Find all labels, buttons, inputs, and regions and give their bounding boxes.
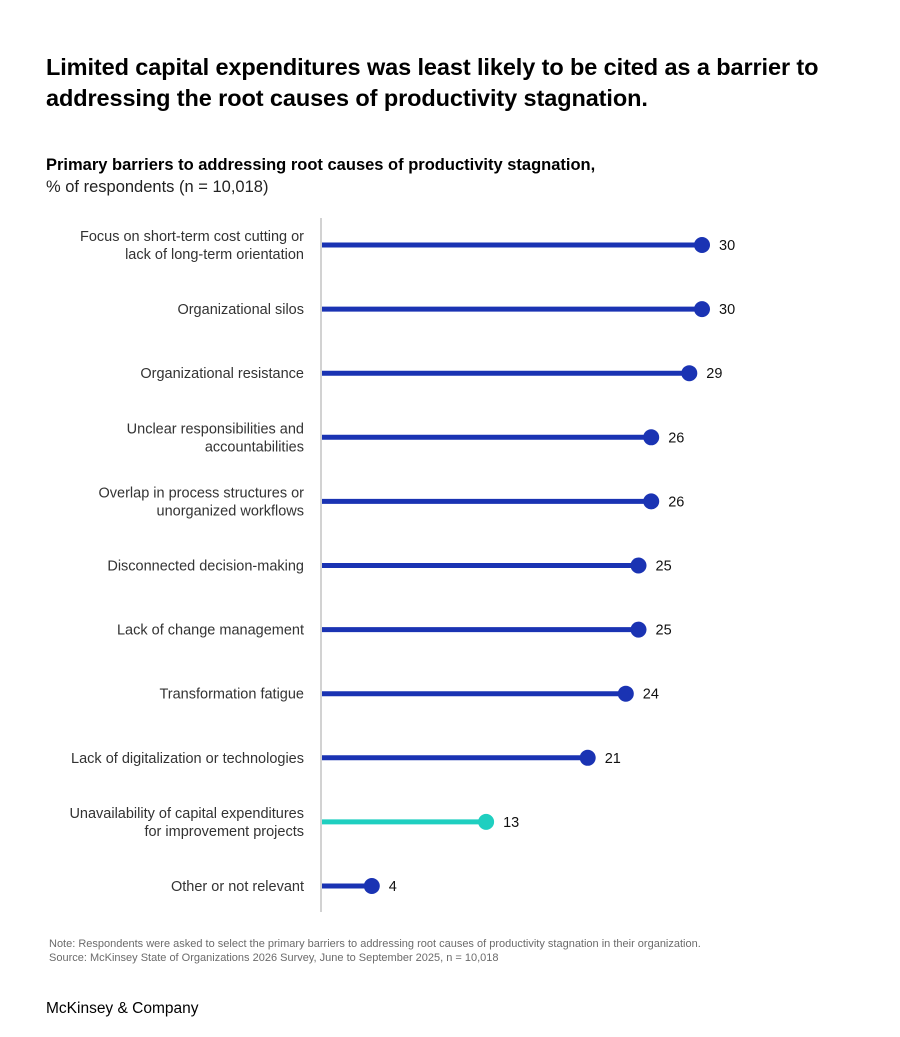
category-label-line: Overlap in process structures or <box>99 485 305 501</box>
category-label-line: Unclear responsibilities and <box>127 421 304 437</box>
value-label: 21 <box>605 751 621 767</box>
chart-headline: Limited capital expenditures was least l… <box>46 54 819 111</box>
value-label: 13 <box>503 815 519 831</box>
chart-row: Disconnected decision-making 25 <box>107 557 672 575</box>
category-label-line: Organizational resistance <box>140 366 304 382</box>
chart-row: Lack of change management 25 <box>117 621 672 639</box>
value-label: 29 <box>706 366 722 382</box>
chart-row: Transformation fatigue 24 <box>159 685 659 703</box>
chart-row: Organizational resistance 29 <box>140 365 722 382</box>
category-label: Transformation fatigue <box>159 687 304 703</box>
category-label-line: Lack of digitalization or technologies <box>71 751 304 767</box>
chart-rows: Focus on short-term cost cutting or lack … <box>69 229 735 895</box>
category-label: Organizational silos <box>177 302 304 318</box>
chart-title: Primary barriers to addressing root caus… <box>46 156 596 174</box>
category-label-line: unorganized workflows <box>157 503 305 519</box>
chart-row: Organizational silos 30 <box>177 301 735 318</box>
lollipop-dot <box>478 813 495 830</box>
category-label-line: for improvement projects <box>144 824 304 840</box>
chart-subtitle: Primary barriers to addressing root caus… <box>46 154 846 198</box>
value-label: 25 <box>656 559 672 575</box>
category-label-line: Organizational silos <box>177 302 304 318</box>
category-label: Other or not relevant <box>171 879 304 895</box>
lollipop-dot <box>643 429 660 446</box>
category-label-line: accountabilities <box>205 439 304 455</box>
chart-row: Overlap in process structures or unorgani… <box>99 485 685 519</box>
chart-row: Other or not relevant 4 <box>171 878 397 895</box>
category-label-line: Disconnected decision-making <box>107 559 304 575</box>
category-label: Lack of digitalization or technologies <box>71 751 304 767</box>
category-label: Lack of change management <box>117 623 304 639</box>
value-label: 30 <box>719 238 735 254</box>
category-label: Unclear responsibilities and accountabili… <box>127 421 304 455</box>
value-label: 26 <box>668 430 684 446</box>
category-label: Overlap in process structures or unorgani… <box>99 485 305 519</box>
category-label: Unavailability of capital expenditures fo… <box>69 806 304 840</box>
category-label-line: Transformation fatigue <box>159 687 304 703</box>
lollipop-dot <box>617 685 634 702</box>
category-label: Organizational resistance <box>140 366 304 382</box>
category-label-line: Other or not relevant <box>171 879 304 895</box>
lollipop-dot <box>643 493 660 510</box>
value-label: 25 <box>656 623 672 639</box>
value-label: 24 <box>643 687 659 703</box>
chart-unit: % of respondents (n = 10,018) <box>46 178 269 196</box>
category-label-line: lack of long-term orientation <box>125 247 304 263</box>
lollipop-dot <box>579 749 596 766</box>
source-text: Source: McKinsey State of Organizations … <box>49 952 499 964</box>
category-label: Disconnected decision-making <box>107 559 304 575</box>
lollipop-dot <box>694 301 710 318</box>
lollipop-dot <box>630 621 647 638</box>
lollipop-dot <box>694 237 710 253</box>
value-label: 30 <box>719 302 735 318</box>
lollipop-dot <box>630 557 647 574</box>
lollipop-chart: Focus on short-term cost cutting or lack … <box>69 218 735 912</box>
value-label: 4 <box>389 879 397 895</box>
category-label: Focus on short-term cost cutting or lack … <box>80 229 304 263</box>
lollipop-dot <box>363 878 380 894</box>
chart-row: Unclear responsibilities and accountabili… <box>127 421 685 455</box>
chart-row: Focus on short-term cost cutting or lack … <box>80 229 735 263</box>
brand-logo-text: McKinsey & Company <box>46 1000 199 1017</box>
value-label: 26 <box>668 494 684 510</box>
lollipop-dot <box>681 365 698 382</box>
category-label-line: Focus on short-term cost cutting or <box>80 229 304 245</box>
chart-row: Unavailability of capital expenditures fo… <box>69 806 519 840</box>
chart-row: Lack of digitalization or technologies 21 <box>71 749 621 767</box>
note-text: Note: Respondents were asked to select t… <box>49 938 701 950</box>
chart-notes: Note: Respondents were asked to select t… <box>49 937 869 965</box>
category-label-line: Lack of change management <box>117 623 304 639</box>
category-label-line: Unavailability of capital expenditures <box>69 806 304 822</box>
